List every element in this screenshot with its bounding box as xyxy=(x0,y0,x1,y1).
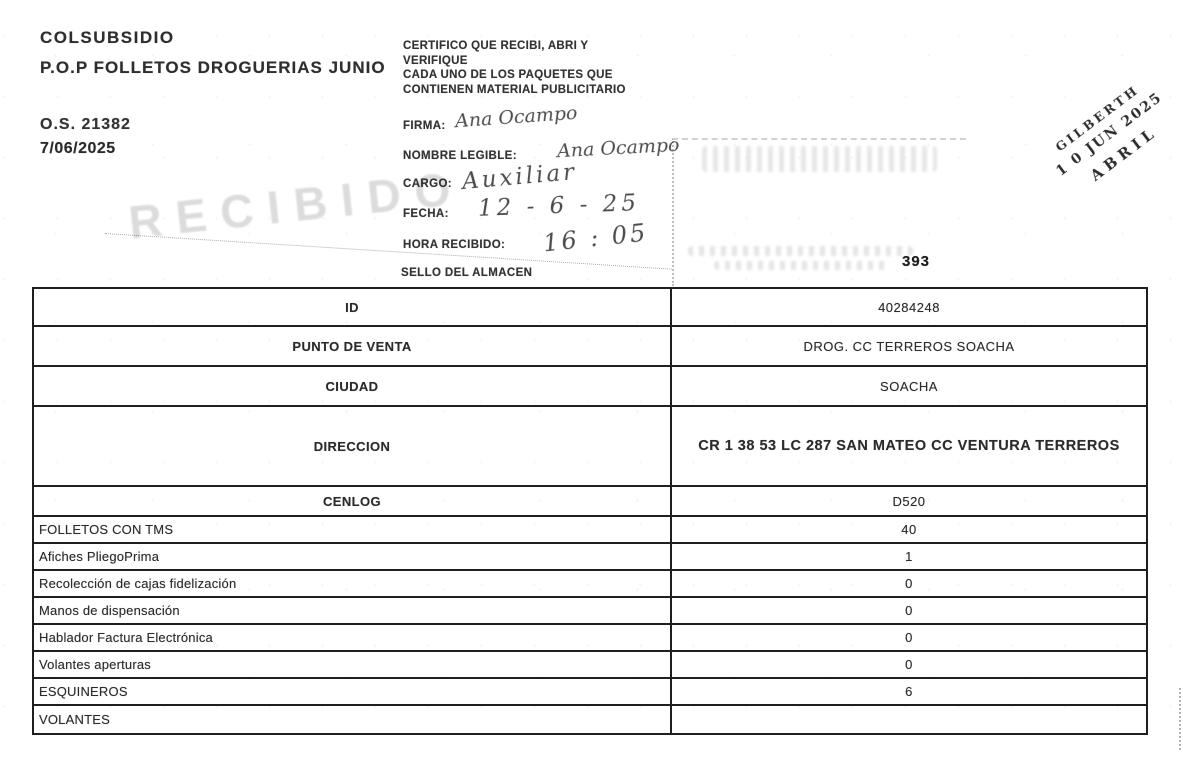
row-value: DROG. CC TERREROS SOACHA xyxy=(803,338,1015,354)
table-row: Recolección de cajas fidelización 0 xyxy=(34,571,1146,598)
row-label: ESQUINEROS xyxy=(34,679,672,704)
row-label: PUNTO DE VENTA xyxy=(34,327,672,365)
table-row: FOLLETOS CON TMS 40 xyxy=(34,517,1146,544)
nombre-legible-label: NOMBRE LEGIBLE: xyxy=(403,150,517,162)
fecha-handwriting: 12 - 6 - 25 xyxy=(477,190,641,222)
row-value: 40 xyxy=(901,522,917,537)
fecha-label: FECHA: xyxy=(403,208,449,220)
table-row: Afiches PliegoPrima 1 xyxy=(34,544,1146,571)
illegible-stamp-text xyxy=(702,146,937,172)
firma-label: FIRMA: xyxy=(403,120,446,132)
firma-signature: Ana Ocampo xyxy=(454,101,579,133)
row-label: Volantes aperturas xyxy=(34,652,672,677)
cargo-label: CARGO: xyxy=(403,178,453,190)
delivery-table: ID 40284248 PUNTO DE VENTA DROG. CC TERR… xyxy=(32,287,1148,735)
row-label: Afiches PliegoPrima xyxy=(34,544,672,569)
row-value: 0 xyxy=(905,630,913,645)
nombre-legible-handwriting: Ana Ocampo xyxy=(556,133,680,163)
certification-line: CONTIENEN MATERIAL PUBLICITARIO xyxy=(403,83,626,96)
table-row: Volantes aperturas 0 xyxy=(34,652,1146,679)
date-stamp: GILBERTH 1 0 JUN 2025 ABRIL xyxy=(1007,48,1183,226)
hora-recibido-label: HORA RECIBIDO: xyxy=(403,239,506,251)
row-value: 1 xyxy=(905,549,913,564)
hora-handwriting: 16 : 05 xyxy=(541,218,650,258)
certification-line: CADA UNO DE LOS PAQUETES QUE xyxy=(403,69,613,81)
row-label: FOLLETOS CON TMS xyxy=(34,517,672,542)
warehouse-stamp-box: 393 xyxy=(672,138,966,286)
document-title: P.O.P FOLLETOS DROGUERIAS JUNIO xyxy=(40,58,386,77)
company-name: COLSUBSIDIO xyxy=(40,28,175,47)
row-label: DIRECCION xyxy=(34,407,672,485)
table-row: ID 40284248 xyxy=(34,289,1146,327)
row-value: D520 xyxy=(892,493,926,509)
row-value: 6 xyxy=(905,684,913,699)
row-value: 0 xyxy=(905,603,913,618)
row-label: VOLANTES xyxy=(34,706,672,733)
row-label: Recolección de cajas fidelización xyxy=(34,571,672,596)
table-row: ESQUINEROS 6 xyxy=(34,679,1146,706)
warehouse-stamp-number: 393 xyxy=(902,253,931,270)
certification-text: CERTIFICO QUE RECIBI, ABRI Y VERIFIQUE C… xyxy=(403,39,703,97)
table-row: DIRECCION CR 1 38 53 LC 287 SAN MATEO CC… xyxy=(34,407,1146,487)
order-number: O.S. 21382 xyxy=(40,116,131,133)
sello-almacen-label: SELLO DEL ALMACEN xyxy=(401,267,533,279)
table-row: CIUDAD SOACHA xyxy=(34,367,1146,407)
row-value: 0 xyxy=(905,576,913,591)
row-label: Manos de dispensación xyxy=(34,598,672,623)
row-label: CIUDAD xyxy=(34,367,672,405)
row-label: ID xyxy=(34,289,672,325)
table-row: Manos de dispensación 0 xyxy=(34,598,1146,625)
cargo-handwriting: Auxiliar xyxy=(461,159,579,195)
table-row: Hablador Factura Electrónica 0 xyxy=(34,625,1146,652)
table-row: CENLOG D520 xyxy=(34,487,1146,517)
table-row: VOLANTES xyxy=(34,706,1146,733)
row-value xyxy=(672,706,1146,733)
certification-line: CERTIFICO QUE RECIBI, ABRI Y xyxy=(403,40,589,52)
row-value: 0 xyxy=(905,657,913,672)
illegible-stamp-text xyxy=(688,246,913,256)
row-value: SOACHA xyxy=(880,378,938,394)
scanner-edge-artifact xyxy=(1179,688,1181,750)
faded-received-stamp: RECIBIDO xyxy=(126,161,467,249)
illegible-stamp-text xyxy=(714,261,889,270)
row-value: 40284248 xyxy=(878,299,940,315)
row-label: Hablador Factura Electrónica xyxy=(34,625,672,650)
table-row: PUNTO DE VENTA DROG. CC TERREROS SOACHA xyxy=(34,327,1146,367)
row-label: CENLOG xyxy=(34,487,672,515)
certification-line: VERIFIQUE xyxy=(403,54,468,67)
row-value: CR 1 38 53 LC 287 SAN MATEO CC VENTURA T… xyxy=(698,438,1120,454)
document-date: 7/06/2025 xyxy=(40,140,116,157)
